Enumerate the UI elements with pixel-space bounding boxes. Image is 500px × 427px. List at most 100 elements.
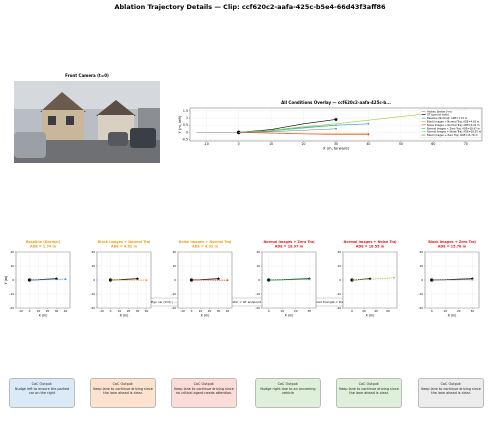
y-tick-label: -10 — [418, 292, 423, 296]
y-tick-label: 0 — [421, 278, 423, 282]
legend-label: Normal Images + Noise Traj: ADE=18.55 m — [427, 130, 482, 134]
x-tick-label: 20 — [362, 309, 366, 313]
series-line — [431, 278, 473, 281]
y-tick-label: 10 — [172, 264, 176, 268]
x-tick-label: 70 — [464, 142, 468, 146]
pred-endpoint — [308, 278, 311, 281]
legend-label: Noise Images + Normal Traj: ADE=4.91 m — [427, 123, 480, 127]
legend-label: Black Images + Zero Traj: ADE=15.78 m — [427, 133, 478, 137]
y-tick-label: 0 — [186, 130, 188, 134]
y-tick-label: 20 — [91, 250, 95, 254]
coc-heading: CoC Output: — [31, 382, 53, 386]
series-line — [268, 278, 310, 281]
x-tick-label: -10 — [18, 309, 23, 313]
chart-title: All Conditions Overlay — ccf620c2-aafa-4… — [281, 100, 391, 105]
chart-subtitle: ADE = 15.78 m — [438, 245, 467, 249]
y-tick-label: 20 — [419, 250, 423, 254]
x-tick-label: 20 — [294, 309, 298, 313]
x-tick-label: 30 — [470, 309, 474, 313]
x-tick-label: 40 — [374, 309, 378, 313]
x-axis-label: X (m) — [39, 314, 48, 318]
y-tick-label: 10 — [419, 264, 423, 268]
y-tick-label: 1 — [186, 116, 188, 120]
chart-title: Black Images + Zero Traj — [428, 240, 476, 244]
y-tick-label: -10 — [90, 292, 95, 296]
pred-endpoint — [226, 279, 229, 282]
coc-box: CoC Output: Nudge left to ensure the park… — [9, 378, 75, 408]
x-tick-label: 30 — [217, 309, 221, 313]
x-tick-label: 20 — [127, 309, 131, 313]
y-tick-label: 20 — [256, 250, 260, 254]
legend-label: Baseline (Normal): ADE=1.74 m — [427, 116, 468, 120]
y-tick-label: -10 — [9, 292, 14, 296]
coc-heading: CoC Output: — [358, 382, 380, 386]
x-tick-label: 50 — [399, 142, 403, 146]
legend-label: Black Images + Normal Traj: ADE=4.62 m — [427, 120, 480, 124]
series-line — [29, 278, 66, 281]
x-tick-label: 60 — [431, 142, 435, 146]
x-tick-label: -10 — [180, 309, 185, 313]
coc-box: CoC Output: Keep lane to continue driving… — [90, 378, 156, 408]
y-tick-label: 0.5 — [183, 123, 188, 127]
y-tick-label: 20 — [172, 250, 176, 254]
x-tick-label: 10 — [269, 142, 273, 146]
coc-heading: CoC Output: — [277, 382, 299, 386]
pred-endpoint — [145, 279, 148, 282]
y-tick-label: -20 — [9, 306, 14, 310]
x-axis-label: X (m) — [366, 314, 375, 318]
legend-label: History (below 0 m) — [427, 109, 452, 113]
y-axis-label: Y (m, left) — [178, 115, 182, 133]
coc-heading: CoC Output: — [112, 382, 134, 386]
series-line — [29, 278, 57, 281]
x-tick-label: 10 — [199, 309, 203, 313]
pred-endpoint — [367, 133, 370, 136]
x-axis-label: X (m) — [448, 314, 457, 318]
y-tick-label: 1.5 — [183, 109, 188, 113]
coc-heading: CoC Output: — [193, 382, 215, 386]
x-tick-label: 10 — [280, 309, 284, 313]
chart-title: Normal Images + Noise Traj — [344, 240, 397, 244]
y-axis-label: Y (m) — [4, 276, 8, 285]
y-tick-label: -10 — [255, 292, 260, 296]
y-tick-label: -20 — [90, 306, 95, 310]
pred-endpoint — [335, 127, 337, 130]
y-tick-label: 0 — [258, 278, 260, 282]
pred-endpoint — [335, 124, 337, 127]
x-tick-label: 0 — [238, 142, 240, 146]
series-line — [191, 278, 219, 281]
x-tick-label: 20 — [46, 309, 50, 313]
x-tick-label: 30 — [136, 309, 140, 313]
gt-endpoint — [216, 276, 221, 281]
y-tick-label: -20 — [336, 306, 341, 310]
x-tick-label: 10 — [118, 309, 122, 313]
y-tick-label: -20 — [255, 306, 260, 310]
x-tick-label: 40 — [145, 309, 149, 313]
coc-text: Keep lane to continue driving since no c… — [174, 386, 234, 396]
x-tick-label: 30 — [307, 309, 311, 313]
pred-endpoint — [64, 278, 67, 281]
x-tick-label: 20 — [208, 309, 212, 313]
x-axis-label: X (m) — [201, 314, 210, 318]
camera-image — [14, 81, 160, 163]
chart-subtitle: ADE = 18.97 m — [275, 245, 304, 249]
series-line — [110, 278, 138, 281]
y-tick-label: 10 — [10, 264, 14, 268]
y-tick-label: 0 — [339, 278, 341, 282]
coc-text: Keep lane to continue driving since the … — [339, 386, 399, 396]
legend-label: GT (ground truth) — [427, 113, 449, 117]
y-tick-label: -0.5 — [182, 138, 188, 142]
y-tick-label: 20 — [10, 250, 14, 254]
x-axis-label: X (m) — [285, 314, 294, 318]
coc-text: Keep lane to continue driving since the … — [421, 386, 481, 396]
legend-label: Normal Images + Zero Traj: ADE=18.97 m — [427, 126, 481, 130]
x-tick-label: 0 — [110, 309, 112, 313]
series-line — [238, 124, 337, 133]
x-tick-label: 30 — [334, 142, 338, 146]
chart-title: Normal Images + Zero Traj — [263, 240, 314, 244]
chart-title: Baseline (Normal) — [26, 240, 61, 244]
x-tick-label: -10 — [204, 142, 209, 146]
gt-endpoint — [135, 276, 140, 281]
pred-endpoint — [367, 122, 370, 125]
